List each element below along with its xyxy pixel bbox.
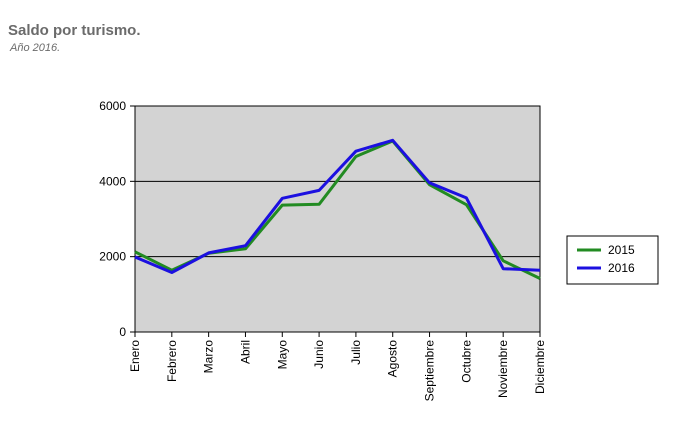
legend-box: [566, 235, 659, 285]
x-tick-label: Septiembre: [423, 340, 437, 402]
x-tick-label: Noviembre: [496, 340, 510, 398]
legend-label-2015: 2015: [608, 243, 635, 257]
x-tick-label: Julio: [349, 340, 363, 365]
series-line-2016: [134, 138, 541, 274]
x-tick-label: Enero: [128, 340, 142, 372]
y-tick-label: 6000: [99, 99, 126, 113]
x-tick-label: Marzo: [202, 340, 216, 374]
y-tick-label: 0: [119, 325, 126, 339]
y-tick-label: 4000: [99, 174, 126, 188]
x-tick-label: Mayo: [275, 340, 289, 370]
x-tick-label: Junio: [312, 340, 326, 369]
chart-title: Saldo por turismo.: [8, 22, 141, 39]
plot-area: [134, 105, 541, 333]
x-tick-label: Octubre: [459, 340, 473, 383]
y-tick-label: 2000: [99, 250, 126, 264]
legend-label-2016: 2016: [608, 261, 635, 275]
x-tick-label: Febrero: [165, 340, 179, 382]
x-tick-label: Agosto: [386, 340, 400, 378]
chart-subtitle: Año 2016.: [10, 42, 61, 54]
x-tick-label: Diciembre: [533, 340, 547, 394]
x-tick-label: Abril: [238, 340, 252, 364]
